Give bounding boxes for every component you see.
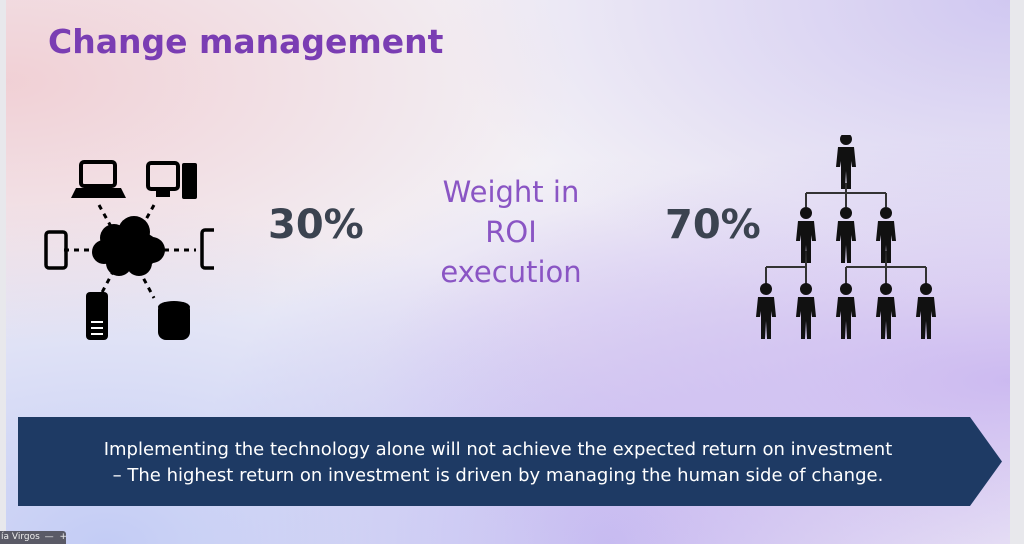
participant-name: ía Virgos <box>1 532 40 542</box>
technology-network-icon <box>44 160 214 340</box>
minimize-button[interactable]: — <box>44 532 54 542</box>
presentation-slide: Change management 30% Weight in ROI exec… <box>6 0 1010 544</box>
center-label-line: Weight in <box>442 175 580 209</box>
org-chart-people-icon <box>756 135 936 339</box>
technology-percentage: 30% <box>268 202 364 248</box>
banner-arrow-shape <box>18 417 1002 506</box>
participant-name-tag[interactable]: ía Virgos — + <box>0 531 68 544</box>
center-label: Weight in ROI execution <box>416 172 606 292</box>
slide-title: Change management <box>48 22 444 61</box>
people-percentage: 70% <box>665 202 761 248</box>
center-label-line: ROI <box>485 215 537 249</box>
key-message-banner: Implementing the technology alone will n… <box>18 417 1002 506</box>
add-button[interactable]: + <box>59 532 68 542</box>
banner-line: Implementing the technology alone will n… <box>103 439 893 460</box>
center-label-line: execution <box>440 255 582 289</box>
banner-line: – The highest return on investment is dr… <box>112 465 884 486</box>
